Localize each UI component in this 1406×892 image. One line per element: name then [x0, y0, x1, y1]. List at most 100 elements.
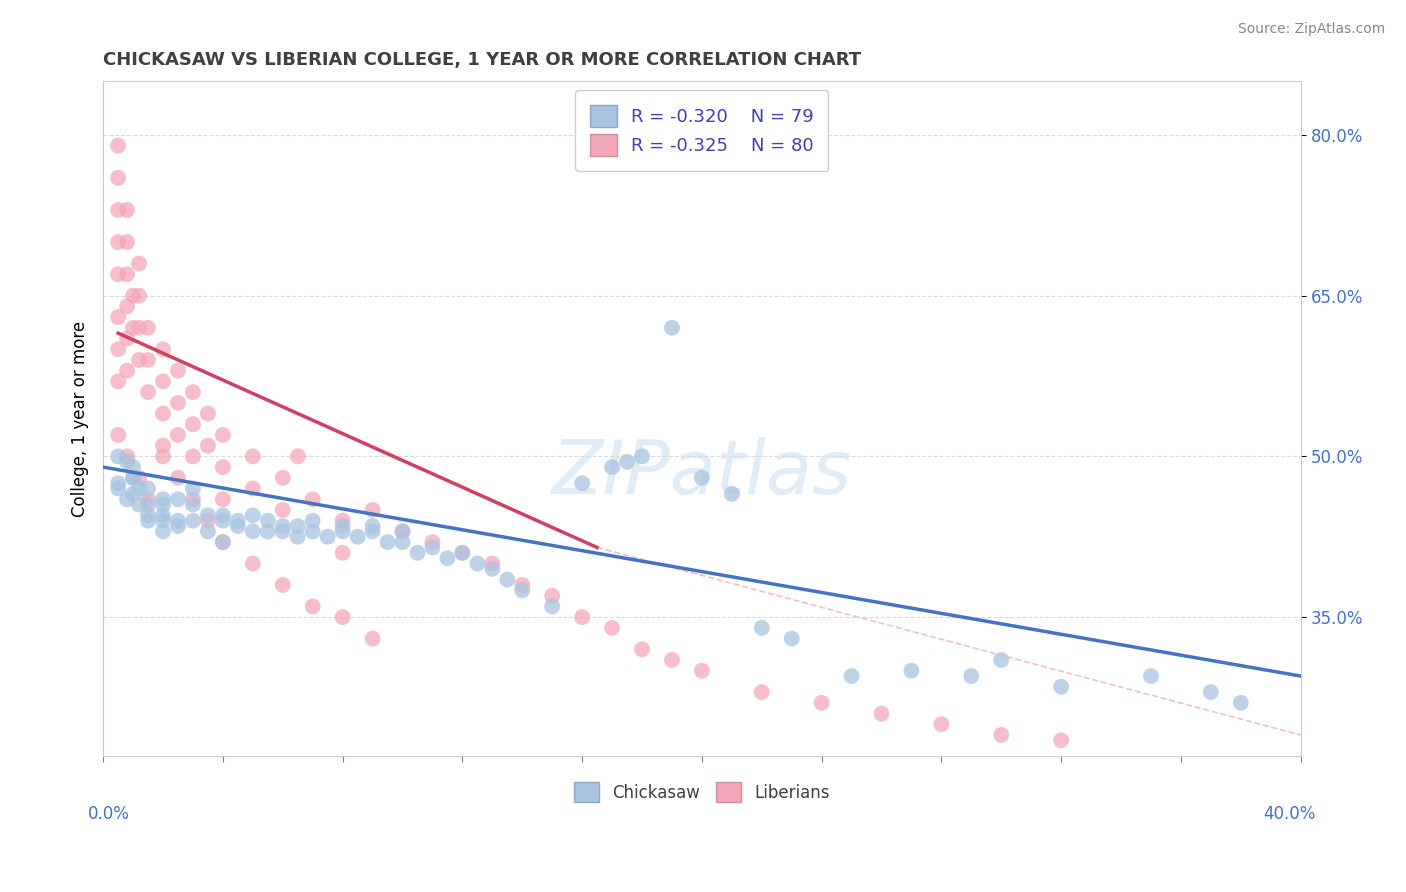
Point: [128, 288, 150, 302]
Point: [287, 530, 309, 544]
Point: [1050, 733, 1073, 747]
Point: [422, 535, 444, 549]
Point: [242, 524, 264, 539]
Point: [128, 482, 150, 496]
Point: [1229, 696, 1251, 710]
Point: [870, 706, 893, 721]
Point: [136, 514, 159, 528]
Point: [136, 492, 159, 507]
Point: [115, 450, 138, 464]
Point: [1050, 680, 1073, 694]
Point: [122, 320, 145, 334]
Point: [212, 535, 235, 549]
Point: [406, 546, 429, 560]
Point: [167, 471, 190, 485]
Text: Source: ZipAtlas.com: Source: ZipAtlas.com: [1237, 22, 1385, 37]
Point: [136, 498, 159, 512]
Point: [136, 508, 159, 523]
Point: [332, 514, 354, 528]
Point: [242, 557, 264, 571]
Point: [316, 530, 339, 544]
Point: [115, 299, 138, 313]
Point: [107, 235, 129, 249]
Point: [301, 524, 323, 539]
Point: [136, 385, 159, 400]
Point: [107, 428, 129, 442]
Point: [212, 492, 235, 507]
Y-axis label: College, 1 year or more: College, 1 year or more: [72, 321, 89, 517]
Point: [481, 562, 503, 576]
Point: [128, 256, 150, 270]
Point: [152, 439, 174, 453]
Point: [212, 508, 235, 523]
Text: 40.0%: 40.0%: [1263, 805, 1316, 822]
Point: [128, 320, 150, 334]
Point: [167, 396, 190, 410]
Point: [152, 407, 174, 421]
Point: [571, 610, 593, 624]
Point: [271, 503, 294, 517]
Text: CHICKASAW VS LIBERIAN COLLEGE, 1 YEAR OR MORE CORRELATION CHART: CHICKASAW VS LIBERIAN COLLEGE, 1 YEAR OR…: [103, 51, 862, 69]
Point: [197, 439, 219, 453]
Point: [467, 557, 489, 571]
Point: [751, 685, 773, 699]
Point: [287, 519, 309, 533]
Point: [361, 503, 384, 517]
Point: [122, 471, 145, 485]
Point: [541, 599, 564, 614]
Point: [197, 524, 219, 539]
Point: [242, 482, 264, 496]
Point: [242, 508, 264, 523]
Point: [152, 375, 174, 389]
Point: [197, 508, 219, 523]
Point: [107, 267, 129, 281]
Point: [115, 492, 138, 507]
Point: [571, 476, 593, 491]
Point: [990, 728, 1012, 742]
Point: [152, 508, 174, 523]
Point: [152, 498, 174, 512]
Point: [107, 310, 129, 324]
Point: [167, 492, 190, 507]
Point: [751, 621, 773, 635]
Point: [197, 514, 219, 528]
Point: [332, 519, 354, 533]
Point: [242, 450, 264, 464]
Point: [128, 471, 150, 485]
Point: [451, 546, 474, 560]
Point: [128, 353, 150, 368]
Point: [690, 664, 713, 678]
Point: [616, 455, 638, 469]
Point: [271, 524, 294, 539]
Point: [181, 450, 204, 464]
Point: [301, 492, 323, 507]
Point: [690, 471, 713, 485]
Point: [332, 546, 354, 560]
Point: [1140, 669, 1163, 683]
Point: [496, 573, 519, 587]
Point: [271, 471, 294, 485]
Point: [152, 343, 174, 357]
Point: [115, 202, 138, 217]
Point: [346, 530, 368, 544]
Point: [152, 492, 174, 507]
Point: [301, 514, 323, 528]
Point: [107, 476, 129, 491]
Text: 0.0%: 0.0%: [89, 805, 129, 822]
Point: [391, 535, 413, 549]
Point: [181, 385, 204, 400]
Point: [990, 653, 1012, 667]
Point: [256, 514, 278, 528]
Point: [167, 519, 190, 533]
Point: [436, 551, 458, 566]
Point: [361, 632, 384, 646]
Point: [212, 514, 235, 528]
Point: [181, 482, 204, 496]
Point: [600, 621, 623, 635]
Point: [181, 498, 204, 512]
Point: [107, 482, 129, 496]
Point: [661, 320, 683, 334]
Text: ZIPatlas: ZIPatlas: [551, 437, 852, 509]
Point: [115, 267, 138, 281]
Legend: R = -0.320    N = 79, R = -0.325    N = 80: R = -0.320 N = 79, R = -0.325 N = 80: [575, 90, 828, 170]
